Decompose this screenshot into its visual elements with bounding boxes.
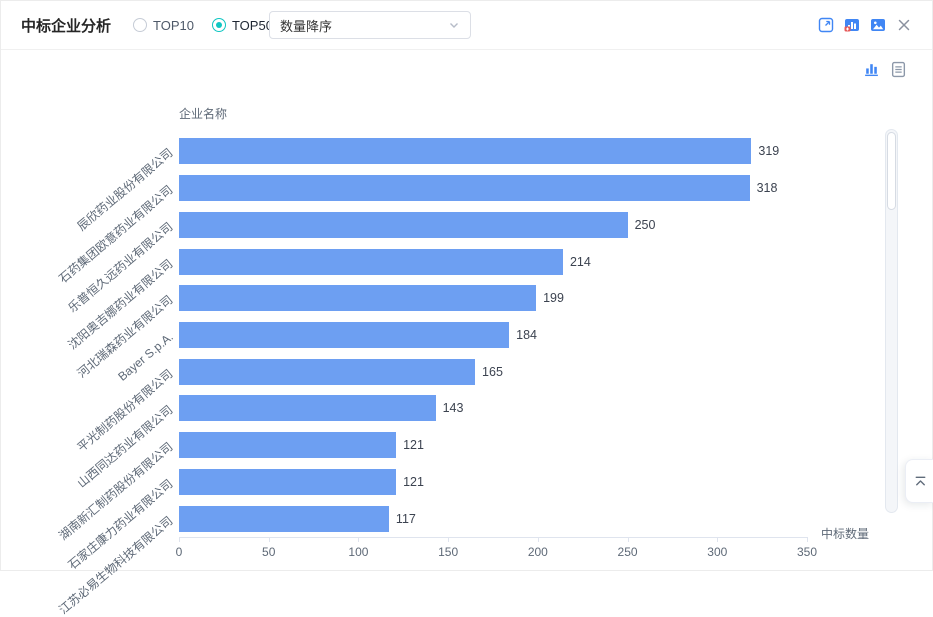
x-axis-tick-label: 250: [617, 545, 638, 559]
bar-value-label: 184: [516, 328, 537, 342]
bar-chart: 319 辰欣药业股份有限公司 318 石药集团欧意药业有限公司 250 乐普恒久远药业有限…: [1, 49, 933, 617]
x-axis-tick: [807, 537, 808, 542]
bar-segment[interactable]: [179, 468, 397, 495]
chart-area: 企业名称 中标数量 319 辰欣药业股份有限公司 318 石药集团欧意药业有限公司 25…: [1, 49, 933, 617]
x-axis-tick-label: 100: [348, 545, 369, 559]
bar-value-label: 121: [403, 438, 424, 453]
x-axis-tick-label: 300: [707, 545, 728, 559]
bar-value-label: 143: [442, 401, 464, 416]
vertical-scrollbar[interactable]: [885, 129, 898, 513]
x-axis-tick-label: 0: [175, 545, 183, 559]
radio-top50-label: TOP50: [231, 17, 273, 33]
sort-select-value: 数量降序: [280, 18, 333, 34]
y-axis-name: 企业名称: [179, 107, 228, 121]
scrollbar-thumb[interactable]: [887, 132, 896, 210]
x-axis-tick: [448, 537, 450, 542]
bar-value-label: 117: [395, 511, 416, 526]
panel-header: 中标企业分析 TOP10 TOP50 数量降序: [1, 1, 932, 50]
x-axis-tick: [179, 537, 180, 542]
radio-top10[interactable]: TOP10: [133, 18, 194, 33]
scroll-top-button[interactable]: [905, 459, 933, 503]
bar-segment[interactable]: [179, 285, 537, 312]
header-icon-group: [817, 1, 912, 49]
x-axis-tick-label: 350: [796, 545, 818, 559]
radio-unselected-icon: [133, 18, 148, 32]
bar-segment[interactable]: [179, 358, 476, 385]
bar-segment[interactable]: [179, 138, 752, 165]
bar-chart-view-icon[interactable]: [863, 61, 880, 78]
x-axis-tick: [268, 537, 270, 542]
bar-value-label: 165: [482, 364, 503, 379]
chevron-down-icon: [450, 23, 458, 28]
x-axis-line: [179, 537, 807, 538]
radio-top10-label: TOP10: [153, 17, 194, 33]
x-axis-tick-label: 150: [438, 545, 459, 559]
x-axis-tick: [358, 537, 360, 542]
image-export-icon[interactable]: [869, 17, 886, 34]
view-toggle-group: [863, 61, 908, 78]
bar-segment[interactable]: [179, 322, 510, 348]
x-axis-tick: [717, 537, 719, 542]
bar-segment[interactable]: [179, 505, 389, 532]
bar-value-label: 319: [758, 144, 780, 159]
scroll-top-icon: [915, 476, 925, 485]
fullscreen-icon[interactable]: [817, 17, 834, 34]
bar-value-label: 121: [403, 474, 424, 489]
sort-order-select[interactable]: 数量降序: [269, 11, 471, 39]
x-axis-tick-label: 50: [262, 545, 276, 559]
x-axis-name: 中标数量: [821, 527, 870, 541]
top-n-radio-group: TOP10 TOP50: [133, 18, 273, 33]
bar-segment[interactable]: [179, 211, 628, 238]
bar-value-label: 318: [756, 181, 778, 196]
x-axis-tick: [627, 537, 629, 542]
bar-segment[interactable]: [179, 432, 397, 459]
x-axis-tick: [537, 537, 539, 542]
bar-value-label: 214: [569, 254, 591, 269]
radio-top50[interactable]: TOP50: [211, 17, 273, 33]
bar-value-label: 250: [634, 217, 656, 232]
close-icon[interactable]: [895, 17, 912, 34]
panel-title: 中标企业分析: [21, 17, 112, 35]
bar-segment[interactable]: [179, 248, 563, 275]
radio-selected-icon: [211, 18, 226, 32]
table-view-icon[interactable]: [891, 61, 908, 78]
bar-segment[interactable]: [179, 395, 436, 422]
x-axis-tick-label: 200: [527, 545, 548, 559]
bar-segment[interactable]: [179, 175, 750, 202]
bar-value-label: 199: [543, 291, 564, 306]
data-view-icon[interactable]: [843, 17, 860, 34]
